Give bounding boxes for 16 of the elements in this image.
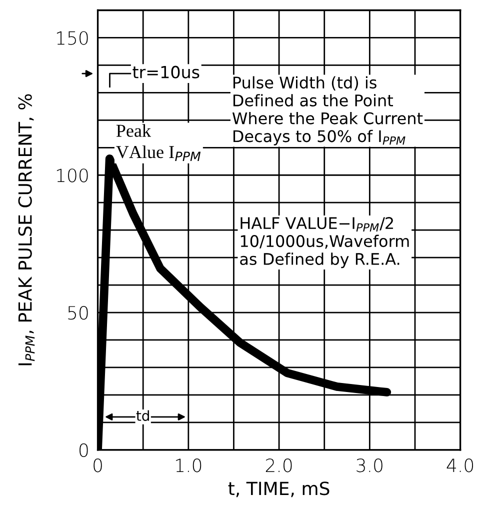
annotation: td — [136, 410, 149, 421]
annotation: Peak VAlue I$_{PPM}$ — [116, 124, 201, 161]
x-axis-title: t, TIME, mS — [228, 482, 330, 498]
annotation: HALF VALUE−I$_{PPM}$/2 10/1000us,Waveform as Defined by R.E.A. — [240, 217, 409, 268]
y-tick-label: 100 — [56, 168, 88, 182]
y-axis-title: I$_{PPM}$, PEAK PULSE CURRENT, % — [18, 94, 35, 366]
annotation: Pulse Width (td) is Defined as the Point Where the Peak Current Decays to 50% of I$_{PPM}$ — [232, 76, 423, 146]
x-tick-label: 0 — [94, 458, 102, 472]
x-tick-label: 1.0 — [176, 458, 202, 472]
x-tick-label: 2.0 — [266, 458, 292, 472]
annotation: tr=10us — [132, 66, 200, 78]
y-tick-label: 150 — [56, 31, 88, 45]
y-tick-label: 0 — [80, 443, 88, 458]
x-tick-label: 3.0 — [356, 458, 382, 472]
y-tick-label: 50 — [68, 306, 88, 320]
x-tick-label: 4.0 — [446, 458, 473, 472]
